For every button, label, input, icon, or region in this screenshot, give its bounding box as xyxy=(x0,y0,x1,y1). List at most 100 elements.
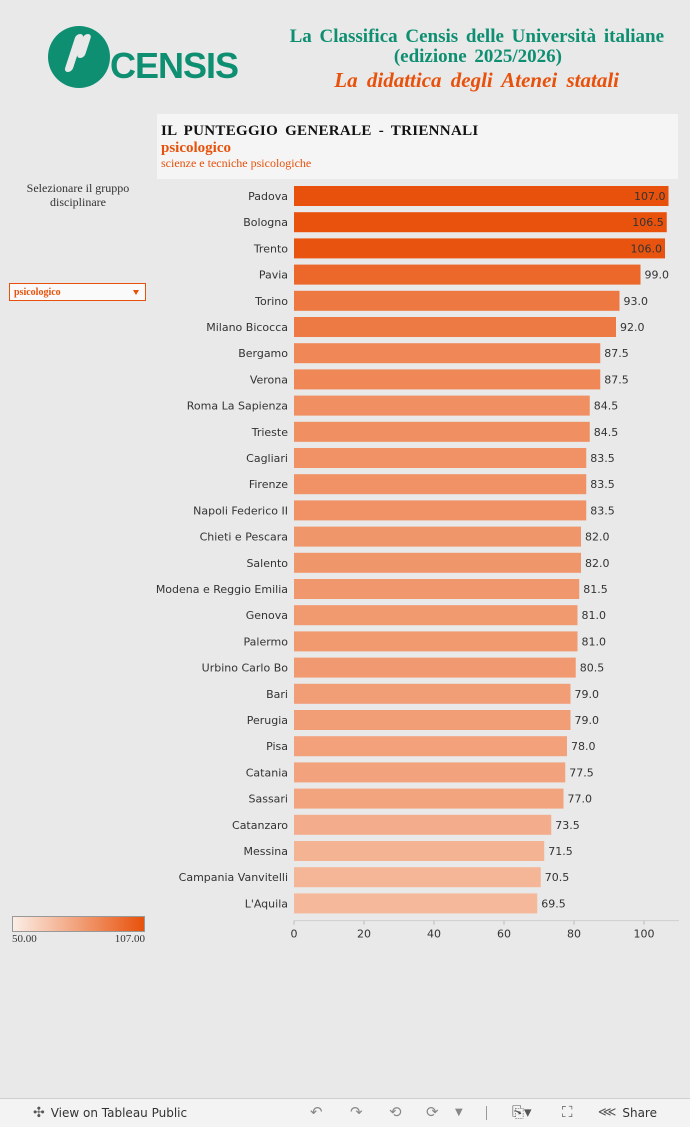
chart-title: IL PUNTEGGIO GENERALE - TRIENNALI xyxy=(161,123,479,139)
tableau-toolbar: ✣ View on Tableau Public ↶ ↷ ⟲ ⟳ ▼ ⎘▾ ⛶ … xyxy=(0,1098,690,1127)
value-label: 106.0 xyxy=(631,242,663,255)
category-label: Milano Bicocca xyxy=(206,321,288,334)
bar[interactable] xyxy=(294,212,667,233)
value-label: 81.0 xyxy=(582,609,607,622)
category-label: Roma La Sapienza xyxy=(187,400,288,413)
bar[interactable] xyxy=(294,369,601,390)
value-label: 84.5 xyxy=(594,400,619,413)
chart-subgroup: scienze e tecniche psicologiche xyxy=(161,156,312,170)
value-label: 69.5 xyxy=(541,897,566,910)
value-label: 80.5 xyxy=(580,662,605,675)
category-label: Messina xyxy=(244,845,289,858)
refresh-menu-chevron-icon[interactable]: ▼ xyxy=(455,1107,463,1118)
category-label: Trieste xyxy=(251,426,288,439)
value-label: 83.5 xyxy=(590,452,615,465)
view-on-tableau-label: View on Tableau Public xyxy=(50,1106,188,1120)
value-label: 70.5 xyxy=(545,871,570,884)
category-label: Bologna xyxy=(243,216,288,229)
filter-label: Selezionare il gruppo disciplinare xyxy=(26,181,130,209)
value-label: 78.0 xyxy=(571,740,596,753)
tableau-icon: ✣ xyxy=(33,1105,45,1121)
color-legend-max: 107.00 xyxy=(114,933,145,945)
category-label: Torino xyxy=(254,295,288,308)
bar[interactable] xyxy=(294,657,576,678)
category-label: Trento xyxy=(253,242,288,255)
group-dropdown[interactable]: psicologico xyxy=(9,283,146,301)
bar[interactable] xyxy=(294,788,564,809)
category-label: Sassari xyxy=(248,793,288,806)
share-label: Share xyxy=(622,1105,657,1120)
bar[interactable] xyxy=(294,762,566,783)
value-label: 84.5 xyxy=(594,426,619,439)
color-legend: 50.00 107.00 xyxy=(12,916,145,945)
bar[interactable] xyxy=(294,736,567,757)
category-label: Palermo xyxy=(244,635,289,648)
bar[interactable] xyxy=(294,579,580,599)
category-label: Genova xyxy=(246,609,288,622)
category-label: Urbino Carlo Bo xyxy=(202,662,289,675)
censis-logo-text: CENSIS xyxy=(110,45,239,86)
value-label: 83.5 xyxy=(590,478,615,491)
bar[interactable] xyxy=(294,605,578,626)
bar[interactable] xyxy=(294,186,669,206)
chart-title-box: IL PUNTEGGIO GENERALE - TRIENNALI psicol… xyxy=(157,114,678,179)
bar[interactable] xyxy=(294,395,590,416)
bar[interactable] xyxy=(294,290,620,311)
bar[interactable] xyxy=(294,317,616,337)
x-tick-label: 40 xyxy=(427,928,441,940)
value-label: 106.5 xyxy=(632,216,664,229)
value-label: 107.0 xyxy=(634,190,666,203)
view-on-tableau-link[interactable]: ✣ View on Tableau Public xyxy=(33,1105,187,1121)
x-tick-label: 100 xyxy=(634,928,655,940)
bar[interactable] xyxy=(294,421,590,442)
category-label: Campania Vanvitelli xyxy=(179,871,288,884)
category-label: L'Aquila xyxy=(245,897,288,910)
bar[interactable] xyxy=(294,631,578,652)
share-button[interactable]: ⋘ Share xyxy=(598,1105,657,1120)
download-icon[interactable]: ⎘▾ xyxy=(512,1103,532,1121)
bar[interactable] xyxy=(294,552,581,573)
value-label: 82.0 xyxy=(585,557,610,570)
chevron-down-icon xyxy=(133,290,139,295)
category-label: Bari xyxy=(266,688,288,701)
value-label: 83.5 xyxy=(590,504,615,517)
bar[interactable] xyxy=(294,526,581,547)
bar[interactable] xyxy=(294,841,545,861)
bar[interactable] xyxy=(294,448,587,468)
value-label: 81.5 xyxy=(583,583,608,596)
bar[interactable] xyxy=(294,710,571,730)
revert-icon[interactable]: ⟲ xyxy=(389,1103,402,1121)
x-tick-label: 60 xyxy=(497,928,511,940)
group-dropdown-value: psicologico xyxy=(14,287,61,298)
refresh-icon[interactable]: ⟳ xyxy=(426,1103,439,1121)
category-label: Cagliari xyxy=(246,452,288,465)
redo-icon[interactable]: ↷ xyxy=(350,1103,363,1121)
bar[interactable] xyxy=(294,238,665,259)
bar[interactable] xyxy=(294,474,587,495)
censis-logo-mark xyxy=(48,26,110,88)
header-title: La Classifica Censis delle Università it… xyxy=(289,26,664,47)
value-label: 82.0 xyxy=(585,531,610,544)
category-label: Verona xyxy=(250,373,288,386)
category-label: Chieti e Pescara xyxy=(200,531,288,544)
bar[interactable] xyxy=(294,814,552,835)
header-edition: (edizione 2025/2026) xyxy=(393,46,562,67)
category-label: Catania xyxy=(246,766,288,779)
undo-icon[interactable]: ↶ xyxy=(310,1103,323,1121)
category-label: Catanzaro xyxy=(232,819,288,832)
bar[interactable] xyxy=(294,500,587,521)
value-label: 73.5 xyxy=(555,819,580,832)
bar[interactable] xyxy=(294,683,571,704)
value-label: 81.0 xyxy=(582,635,607,648)
bar[interactable] xyxy=(294,867,541,888)
category-label: Napoli Federico II xyxy=(193,504,288,517)
bar[interactable] xyxy=(294,343,601,364)
value-label: 92.0 xyxy=(620,321,645,334)
header-subtitle: La didattica degli Atenei statali xyxy=(334,68,619,92)
bar[interactable] xyxy=(294,264,641,285)
color-legend-ramp xyxy=(12,916,145,932)
fullscreen-icon[interactable]: ⛶ xyxy=(562,1103,573,1121)
value-label: 77.5 xyxy=(569,766,594,779)
bar[interactable] xyxy=(294,893,538,914)
share-icon: ⋘ xyxy=(597,1105,617,1120)
